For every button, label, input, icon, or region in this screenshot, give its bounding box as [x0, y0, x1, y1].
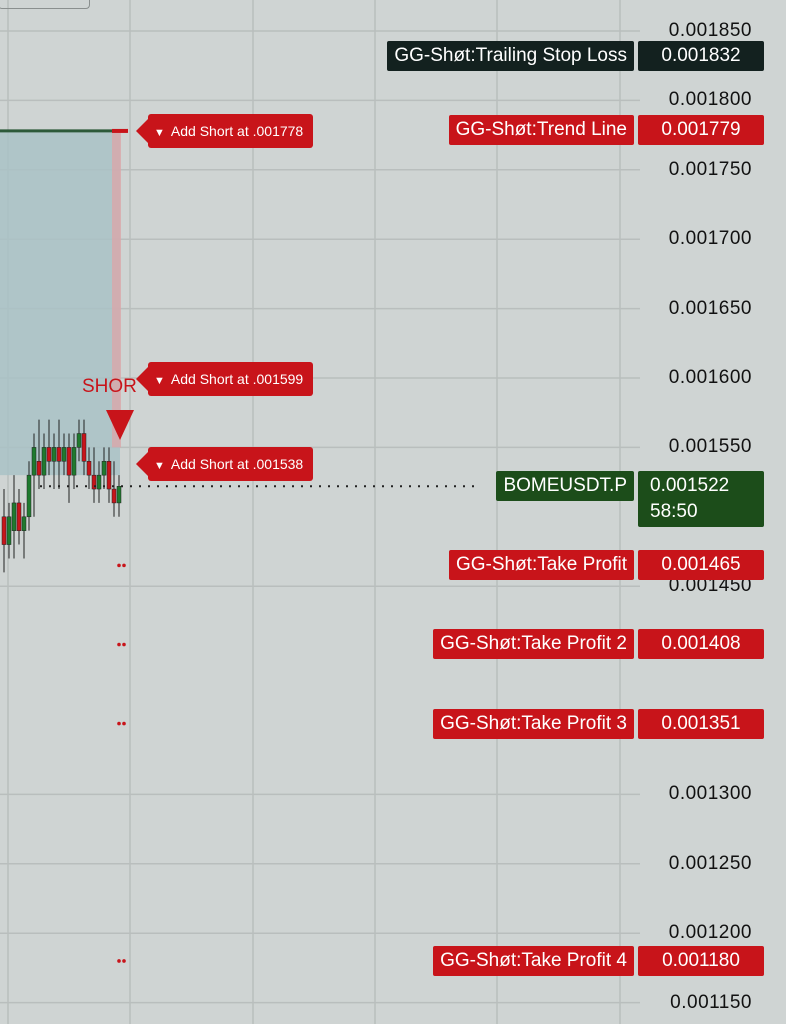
- price-line-label[interactable]: GG-Shøt:Trailing Stop Loss: [387, 40, 634, 71]
- add-short-flag-label: Add Short at .001538: [170, 456, 304, 473]
- current-price-value: 0.001522 58:50: [638, 471, 764, 528]
- y-axis-tick-label: 0.001250: [668, 852, 752, 874]
- tp-marker: [117, 563, 121, 568]
- symbol-label[interactable]: BOMEUSDT.P: [496, 471, 634, 502]
- down-triangle-icon: ▼: [154, 126, 165, 139]
- current-price-text: 0.001522: [650, 475, 730, 497]
- candle-body: [101, 461, 107, 476]
- add-short-flag-label: Add Short at .001599: [170, 371, 304, 388]
- price-line-label[interactable]: GG-Shøt:Take Profit 4: [433, 945, 634, 976]
- short-zone-edge: [112, 130, 121, 448]
- y-axis-tick-label: 0.001450: [668, 575, 752, 597]
- tp-marker: [117, 642, 121, 647]
- price-line-value: 0.001351: [638, 708, 764, 739]
- candle-body: [51, 447, 57, 462]
- candle-body: [36, 461, 42, 476]
- candle-body: [71, 447, 77, 476]
- tp-marker: [122, 721, 126, 726]
- y-axis-tick-label: 0.001650: [668, 297, 752, 319]
- candle-body: [91, 474, 97, 490]
- y-axis-tick-label: 0.001600: [668, 367, 752, 388]
- price-line-value: 0.001180: [638, 945, 764, 976]
- add-short-flag-label: Add Short at .001778: [170, 122, 304, 139]
- y-axis-tick-label: 0.001850: [668, 20, 752, 41]
- candle-body: [116, 486, 122, 504]
- short-zone: [0, 130, 120, 476]
- short-arrow-icon: [106, 410, 134, 440]
- y-axis-tick-label: 0.001700: [668, 228, 752, 250]
- price-line-label[interactable]: GG-Shøt:Take Profit 3: [433, 708, 634, 739]
- candle-body: [16, 502, 22, 531]
- short-signal-label: SHOR: [82, 376, 137, 397]
- tp-marker: [122, 563, 126, 568]
- candle-body: [81, 433, 87, 462]
- y-axis-tick-label: 0.001750: [668, 158, 752, 180]
- add-short-flag[interactable]: ▼ Add Short at .001538: [135, 447, 314, 482]
- countdown-text: 58:50: [650, 501, 698, 523]
- price-line-label[interactable]: GG-Shøt:Take Profit 2: [433, 629, 634, 660]
- candle-body: [96, 474, 102, 490]
- add-short-flag[interactable]: ▼ Add Short at .001778: [135, 113, 314, 148]
- candle-body: [86, 461, 92, 476]
- candle-body: [56, 447, 62, 462]
- candle-body: [61, 447, 67, 462]
- tp-marker: [117, 959, 121, 963]
- y-axis-tick-label: 0.001550: [668, 436, 752, 458]
- y-axis-tick-label: 0.001300: [668, 783, 752, 805]
- panel-corner: [0, 0, 90, 9]
- price-line-label[interactable]: GG-Shøt:Trend Line: [448, 114, 634, 145]
- down-triangle-icon: ▼: [154, 460, 165, 473]
- y-axis-tick-label: 0.001800: [668, 89, 752, 111]
- down-triangle-icon: ▼: [154, 375, 165, 388]
- candle-body: [111, 488, 117, 504]
- candle-body: [66, 447, 72, 476]
- candle-body: [31, 447, 37, 476]
- tp-marker: [117, 721, 121, 726]
- candle-body: [6, 516, 12, 545]
- price-line-value: 0.001832: [638, 40, 764, 71]
- candle-body: [11, 502, 17, 531]
- price-line-value: 0.001779: [638, 114, 764, 145]
- candle-body: [1, 516, 7, 545]
- tp-marker: [122, 959, 126, 963]
- y-axis-tick-label: 0.001200: [668, 922, 752, 944]
- candle-body: [76, 433, 82, 448]
- price-line-label[interactable]: GG-Shøt:Take Profit: [448, 550, 634, 581]
- candle-body: [21, 516, 27, 531]
- candle-body: [46, 447, 52, 462]
- candle-body: [26, 474, 32, 518]
- candle-body: [106, 461, 112, 490]
- add-short-flag[interactable]: ▼ Add Short at .001599: [135, 362, 314, 397]
- price-line-value: 0.001465: [638, 550, 764, 581]
- y-axis-tick-label: 0.001150: [670, 991, 752, 1013]
- candle-body: [41, 447, 47, 476]
- price-line-value: 0.001408: [638, 629, 764, 660]
- tp-marker: [122, 642, 126, 647]
